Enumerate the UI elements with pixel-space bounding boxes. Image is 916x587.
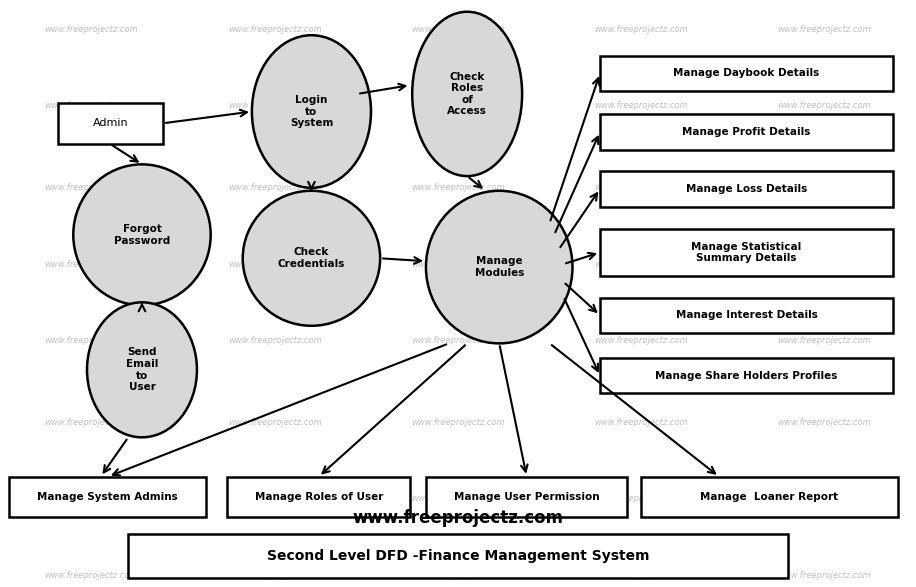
Text: Manage Profit Details: Manage Profit Details: [682, 127, 811, 137]
Bar: [426, 477, 627, 517]
Text: www.freeprojectz.com: www.freeprojectz.com: [594, 259, 688, 269]
Text: Manage Daybook Details: Manage Daybook Details: [673, 68, 820, 79]
Text: Manage System Admins: Manage System Admins: [38, 491, 178, 502]
Text: Check
Credentials: Check Credentials: [278, 248, 345, 269]
Text: Send
Email
to
User: Send Email to User: [125, 348, 158, 392]
Ellipse shape: [412, 12, 522, 176]
Text: www.freeprojectz.com: www.freeprojectz.com: [594, 101, 688, 110]
Text: Check
Roles
of
Access: Check Roles of Access: [447, 72, 487, 116]
Ellipse shape: [426, 191, 572, 343]
Text: Manage Loss Details: Manage Loss Details: [686, 184, 807, 194]
Bar: [227, 477, 410, 517]
Bar: [600, 298, 893, 333]
Text: www.freeprojectz.com: www.freeprojectz.com: [594, 494, 688, 504]
Ellipse shape: [73, 164, 211, 305]
Bar: [600, 114, 893, 150]
Text: www.freeprojectz.com: www.freeprojectz.com: [411, 336, 505, 345]
Text: www.freeprojectz.com: www.freeprojectz.com: [778, 259, 871, 269]
Text: www.freeprojectz.com: www.freeprojectz.com: [778, 571, 871, 580]
Text: Manage User Permission: Manage User Permission: [454, 491, 599, 502]
Text: www.freeprojectz.com: www.freeprojectz.com: [411, 183, 505, 193]
Text: www.freeprojectz.com: www.freeprojectz.com: [411, 259, 505, 269]
Bar: [600, 56, 893, 91]
Text: www.freeprojectz.com: www.freeprojectz.com: [45, 101, 138, 110]
Text: www.freeprojectz.com: www.freeprojectz.com: [228, 25, 322, 34]
Text: www.freeprojectz.com: www.freeprojectz.com: [411, 494, 505, 504]
Text: www.freeprojectz.com: www.freeprojectz.com: [778, 183, 871, 193]
Text: www.freeprojectz.com: www.freeprojectz.com: [228, 494, 322, 504]
Text: www.freeprojectz.com: www.freeprojectz.com: [411, 571, 505, 580]
Text: www.freeprojectz.com: www.freeprojectz.com: [45, 259, 138, 269]
Text: www.freeprojectz.com: www.freeprojectz.com: [411, 101, 505, 110]
Text: Manage
Modules: Manage Modules: [474, 257, 524, 278]
Text: www.freeprojectz.com: www.freeprojectz.com: [778, 101, 871, 110]
Bar: [58, 103, 163, 144]
Text: www.freeprojectz.com: www.freeprojectz.com: [228, 336, 322, 345]
Text: www.freeprojectz.com: www.freeprojectz.com: [594, 418, 688, 427]
Text: Manage Share Holders Profiles: Manage Share Holders Profiles: [655, 370, 838, 381]
Text: www.freeprojectz.com: www.freeprojectz.com: [594, 25, 688, 34]
Text: www.freeprojectz.com: www.freeprojectz.com: [778, 418, 871, 427]
Ellipse shape: [87, 302, 197, 437]
Text: Forgot
Password: Forgot Password: [114, 224, 170, 245]
Text: Admin: Admin: [93, 118, 128, 129]
Text: Manage  Loaner Report: Manage Loaner Report: [701, 491, 838, 502]
Bar: [9, 477, 206, 517]
Text: www.freeprojectz.com: www.freeprojectz.com: [45, 183, 138, 193]
Text: Manage Interest Details: Manage Interest Details: [676, 310, 817, 321]
Text: www.freeprojectz.com: www.freeprojectz.com: [411, 418, 505, 427]
Text: www.freeprojectz.com: www.freeprojectz.com: [594, 183, 688, 193]
Text: www.freeprojectz.com: www.freeprojectz.com: [411, 25, 505, 34]
Text: www.freeprojectz.com: www.freeprojectz.com: [45, 494, 138, 504]
Text: www.freeprojectz.com: www.freeprojectz.com: [228, 571, 322, 580]
Text: www.freeprojectz.com: www.freeprojectz.com: [594, 336, 688, 345]
Bar: [600, 171, 893, 207]
Text: www.freeprojectz.com: www.freeprojectz.com: [45, 336, 138, 345]
Bar: [641, 477, 898, 517]
Ellipse shape: [252, 35, 371, 188]
Text: www.freeprojectz.com: www.freeprojectz.com: [353, 509, 563, 527]
Text: Manage Statistical
Summary Details: Manage Statistical Summary Details: [692, 242, 802, 263]
Bar: [128, 534, 788, 578]
Text: www.freeprojectz.com: www.freeprojectz.com: [228, 101, 322, 110]
Text: www.freeprojectz.com: www.freeprojectz.com: [228, 183, 322, 193]
Text: Second Level DFD -Finance Management System: Second Level DFD -Finance Management Sys…: [267, 549, 649, 562]
Text: www.freeprojectz.com: www.freeprojectz.com: [778, 494, 871, 504]
Text: Manage Roles of User: Manage Roles of User: [255, 491, 383, 502]
Text: www.freeprojectz.com: www.freeprojectz.com: [45, 571, 138, 580]
Text: www.freeprojectz.com: www.freeprojectz.com: [594, 571, 688, 580]
Text: www.freeprojectz.com: www.freeprojectz.com: [228, 259, 322, 269]
Ellipse shape: [243, 191, 380, 326]
Text: www.freeprojectz.com: www.freeprojectz.com: [778, 25, 871, 34]
Text: www.freeprojectz.com: www.freeprojectz.com: [228, 418, 322, 427]
Text: Login
to
System: Login to System: [289, 95, 333, 128]
Bar: [600, 229, 893, 276]
Text: www.freeprojectz.com: www.freeprojectz.com: [45, 25, 138, 34]
Text: www.freeprojectz.com: www.freeprojectz.com: [778, 336, 871, 345]
Bar: [600, 358, 893, 393]
Text: www.freeprojectz.com: www.freeprojectz.com: [45, 418, 138, 427]
